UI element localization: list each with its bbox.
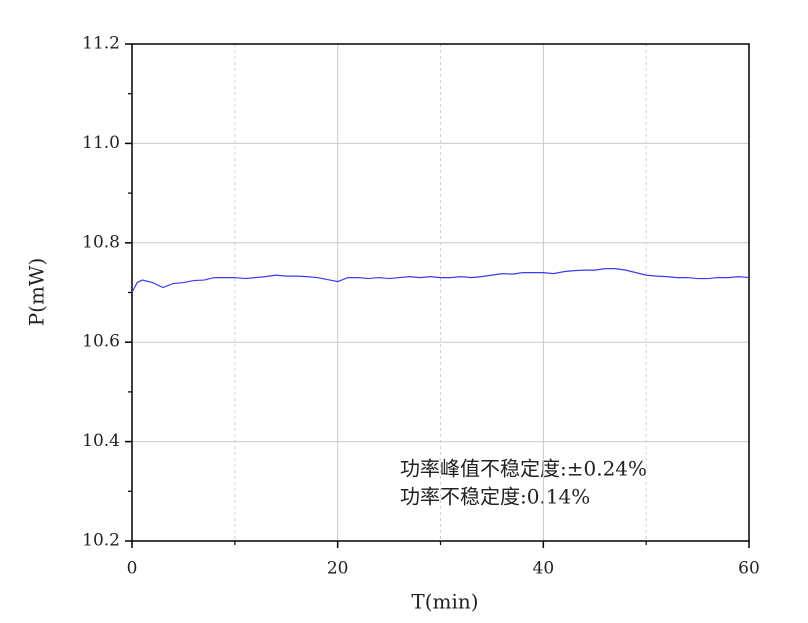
x-axis-label: T(min) (411, 590, 478, 614)
y-tick-label: 10.6 (82, 332, 120, 352)
y-tick-label: 10.2 (82, 531, 120, 551)
y-axis-label: P(mW) (25, 258, 49, 327)
x-tick-label: 20 (327, 559, 349, 579)
data-line (131, 268, 750, 293)
annotation: 功率不稳定度:0.14% (400, 485, 590, 509)
x-tick-label: 0 (127, 559, 138, 579)
y-tick-label: 10.4 (82, 431, 120, 451)
y-tick-label: 10.8 (82, 232, 120, 252)
x-tick-label: 40 (533, 559, 555, 579)
x-tick-label: 60 (738, 559, 760, 579)
y-tick-label: 11.2 (82, 34, 120, 54)
annotation: 功率峰值不稳定度:±0.24% (400, 457, 647, 481)
y-tick-label: 11.0 (82, 133, 120, 153)
